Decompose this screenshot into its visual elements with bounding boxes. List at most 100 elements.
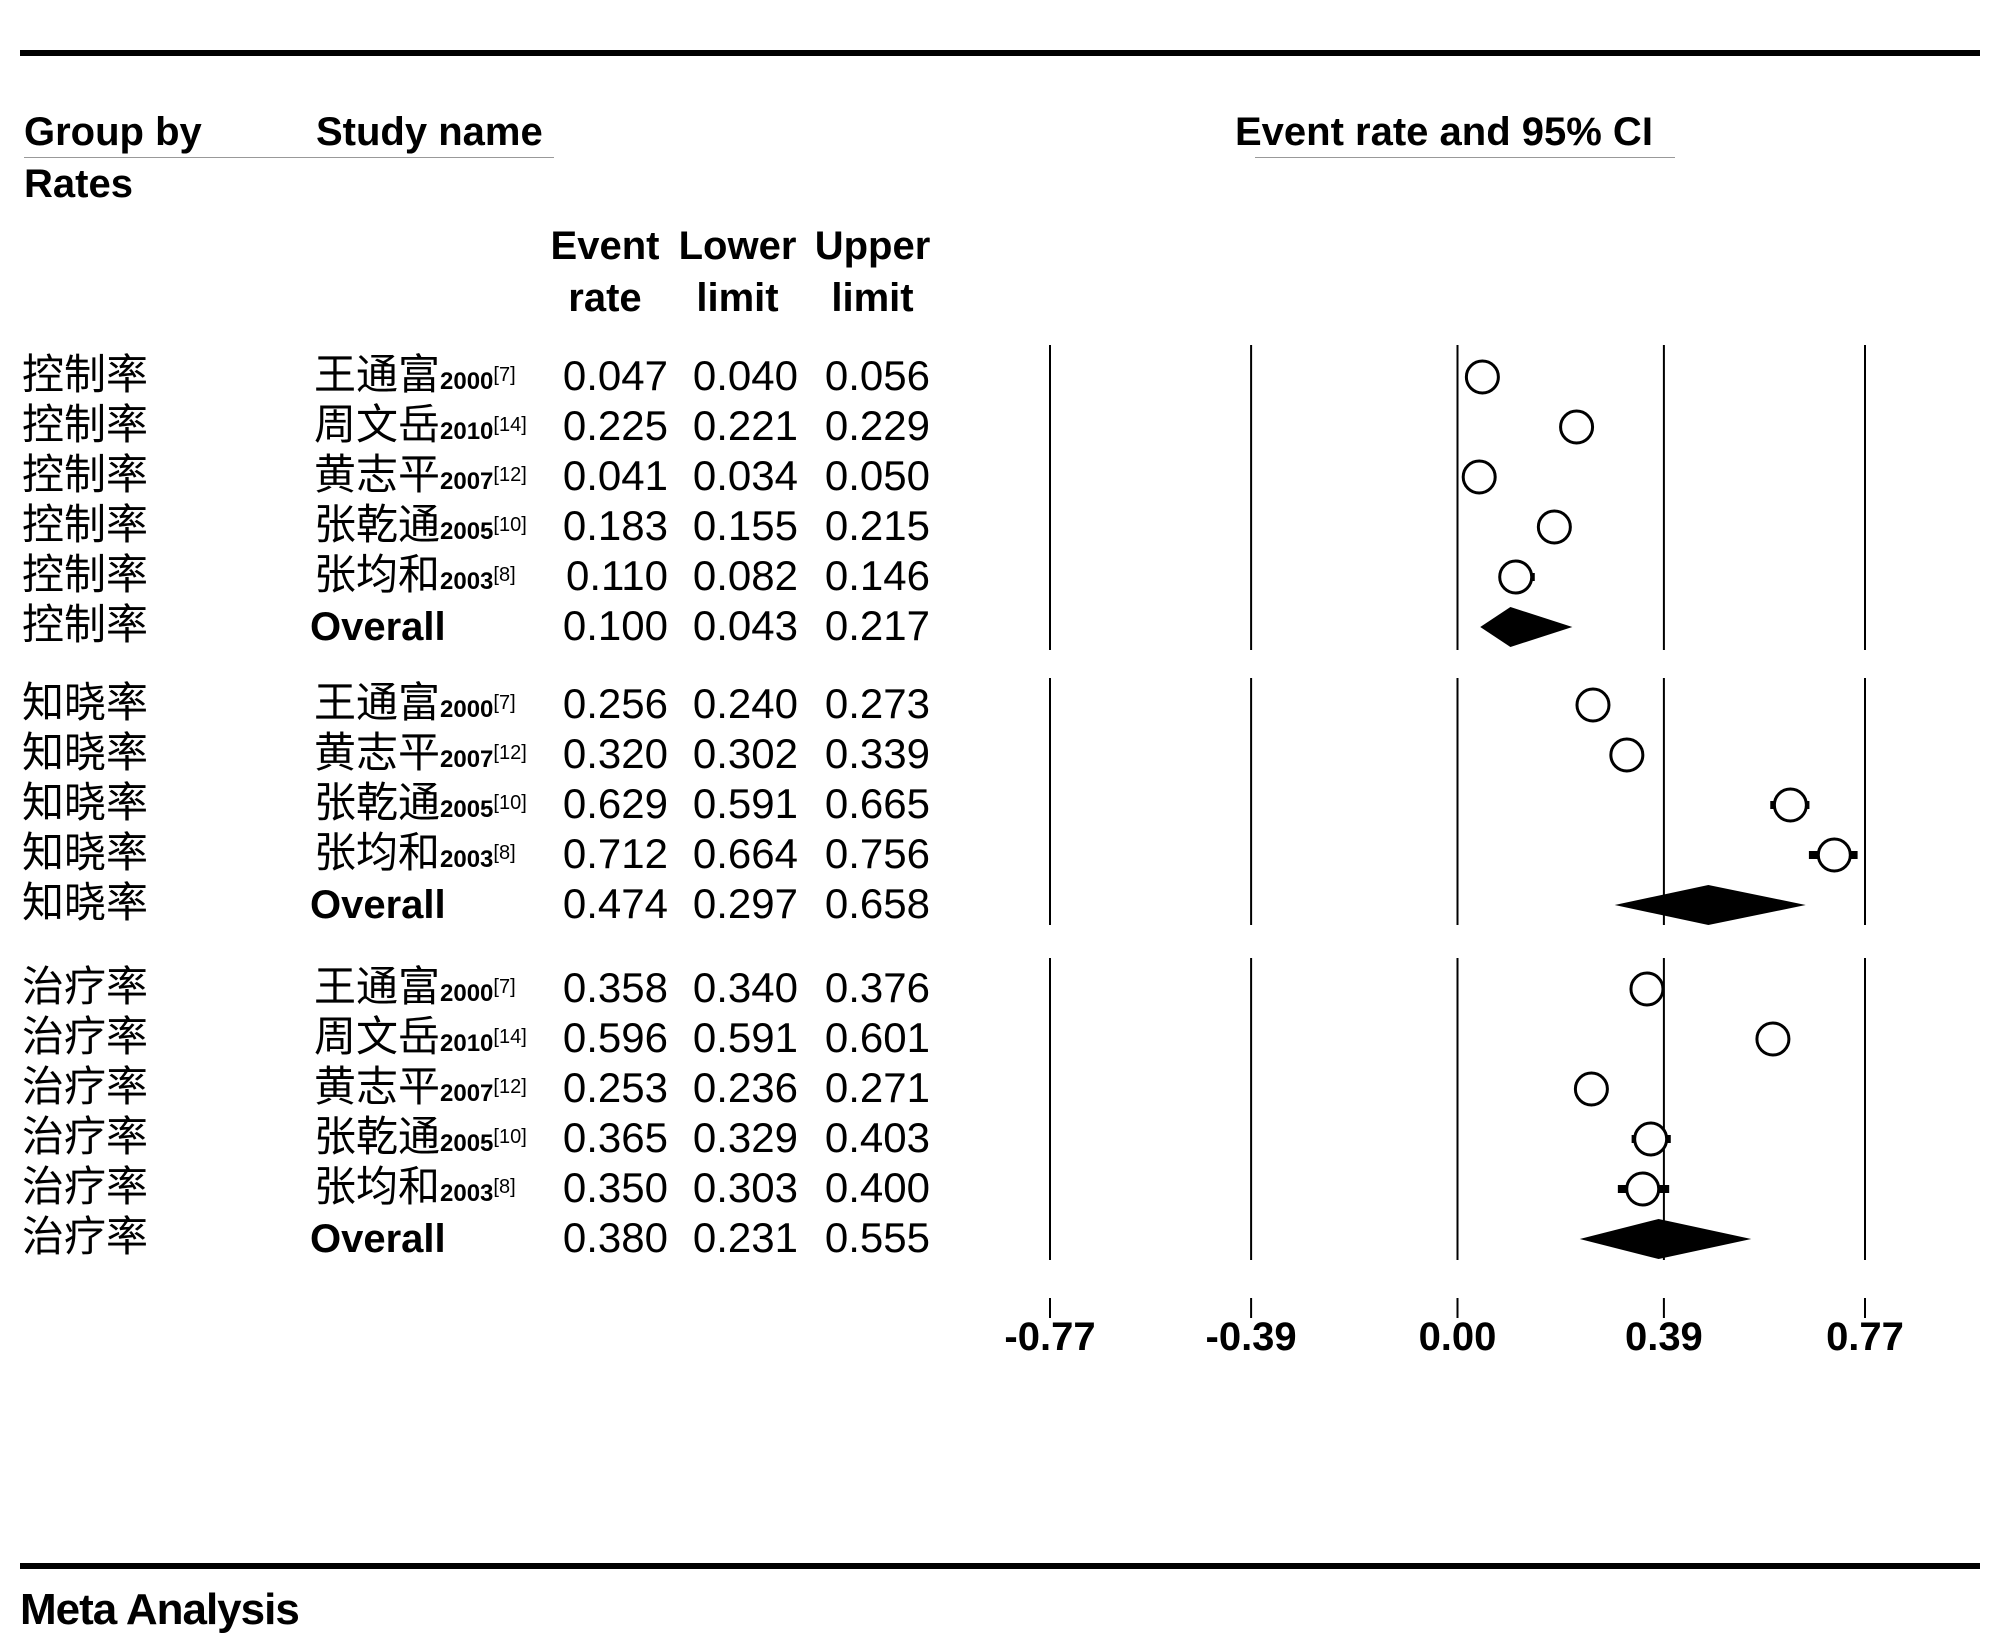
point-estimate	[1625, 1171, 1661, 1207]
study-year-text: 2010	[440, 418, 494, 445]
value-rate: 0.380	[562, 1214, 668, 1261]
value-upper: 0.056	[824, 352, 930, 399]
x-tick-label: -0.39	[1205, 1315, 1297, 1359]
col-header-event-rate-line1: Event	[550, 224, 660, 268]
value-upper: 0.665	[824, 780, 930, 827]
study-year-text: 2000	[440, 368, 494, 395]
value-lower: 0.591	[692, 780, 798, 827]
value-lower: 0.303	[692, 1164, 798, 1211]
study-ref: [14]	[493, 414, 527, 436]
group-label: 知晓率	[22, 828, 149, 877]
study-author: 王通富	[314, 678, 441, 727]
value-upper: 0.146	[824, 552, 930, 599]
value-upper: 0.217	[824, 602, 930, 649]
point-estimate	[1559, 409, 1595, 445]
study-ref: [10]	[493, 792, 527, 814]
study-label: 黄志平2007[12]	[314, 732, 527, 774]
study-author: 张乾通	[314, 778, 441, 827]
study-author: 周文岳	[314, 1012, 441, 1061]
value-upper: 0.271	[824, 1064, 930, 1111]
group-label: 知晓率	[22, 878, 149, 927]
point-estimate	[1573, 1071, 1609, 1107]
study-year-text: 2007	[440, 468, 494, 495]
value-rate: 0.253	[562, 1064, 668, 1111]
study-ref: [7]	[493, 364, 516, 386]
study-ref: [7]	[493, 976, 516, 998]
value-upper: 0.273	[824, 680, 930, 727]
value-lower: 0.236	[692, 1064, 798, 1111]
study-ref: [12]	[493, 464, 527, 486]
study-label: 张均和2003[8]	[314, 1166, 516, 1208]
study-author: 黄志平	[314, 450, 441, 499]
point-estimate	[1816, 837, 1852, 873]
study-year-text: 2005	[440, 1130, 494, 1157]
group-label: 治疗率	[22, 1062, 149, 1111]
group-label: 控制率	[22, 500, 149, 549]
group-label: 治疗率	[22, 1012, 149, 1061]
header-underline-left	[24, 157, 554, 158]
study-year-text: 2003	[440, 1180, 494, 1207]
group-label: 知晓率	[22, 728, 149, 777]
study-ref: [7]	[493, 692, 516, 714]
value-rate: 0.358	[562, 964, 668, 1011]
plot-header: Event rate and 95% CI	[1235, 110, 1653, 154]
study-ref: [12]	[493, 742, 527, 764]
study-year: 2000[7]	[440, 693, 516, 723]
study-ref: [8]	[493, 842, 516, 864]
value-rate: 0.629	[562, 780, 668, 827]
study-ref: [8]	[493, 564, 516, 586]
study-label: 张均和2003[8]	[314, 554, 516, 596]
study-ref: [14]	[493, 1026, 527, 1048]
value-lower: 0.240	[692, 680, 798, 727]
study-overall-label: Overall	[310, 1217, 446, 1261]
x-tick-label: 0.00	[1418, 1315, 1497, 1359]
value-lower: 0.040	[692, 352, 798, 399]
study-author: 周文岳	[314, 400, 441, 449]
point-estimate	[1772, 787, 1808, 823]
study-year: 2003[8]	[440, 1177, 516, 1207]
study-author: 张乾通	[314, 500, 441, 549]
value-upper: 0.400	[824, 1164, 930, 1211]
point-estimate	[1464, 359, 1500, 395]
value-upper: 0.339	[824, 730, 930, 777]
overall-diamond	[1614, 885, 1806, 925]
value-rate: 0.041	[562, 452, 668, 499]
study-year: 2000[7]	[440, 977, 516, 1007]
study-year-text: 2007	[440, 1080, 494, 1107]
group-label: 控制率	[22, 400, 149, 449]
point-estimate	[1575, 687, 1611, 723]
study-label: 黄志平2007[12]	[314, 454, 527, 496]
study-author: 张均和	[314, 1162, 441, 1211]
group-label: 控制率	[22, 600, 149, 649]
value-lower: 0.231	[692, 1214, 798, 1261]
header-underline-right	[1255, 157, 1675, 158]
col-header-event-rate-line2: rate	[568, 276, 642, 320]
study-year-text: 2010	[440, 1030, 494, 1057]
study-author: 张均和	[314, 550, 441, 599]
point-estimate	[1633, 1121, 1669, 1157]
study-year: 2010[14]	[440, 415, 527, 445]
x-tick-label: 0.77	[1826, 1315, 1904, 1359]
study-year: 2010[14]	[440, 1027, 527, 1057]
study-year: 2000[7]	[440, 365, 516, 395]
x-tick-label: -0.77	[1004, 1315, 1096, 1359]
group-label: 知晓率	[22, 778, 149, 827]
study-overall-label: Overall	[310, 605, 446, 649]
group-header-line1: Group by	[24, 110, 202, 154]
point-estimate	[1629, 971, 1665, 1007]
footer-title: Meta Analysis	[20, 1585, 300, 1634]
study-label: 王通富2000[7]	[314, 966, 516, 1008]
value-upper: 0.601	[824, 1014, 930, 1061]
study-label: 张乾通2005[10]	[314, 1116, 527, 1158]
group-label: 知晓率	[22, 678, 149, 727]
value-upper: 0.555	[824, 1214, 930, 1261]
point-estimate	[1461, 459, 1497, 495]
value-lower: 0.043	[692, 602, 798, 649]
study-label: 张乾通2005[10]	[314, 504, 527, 546]
study-year: 2005[10]	[440, 515, 527, 545]
study-label: 王通富2000[7]	[314, 354, 516, 396]
value-rate: 0.712	[562, 830, 668, 877]
value-rate: 0.225	[562, 402, 668, 449]
study-year: 2007[12]	[440, 743, 527, 773]
